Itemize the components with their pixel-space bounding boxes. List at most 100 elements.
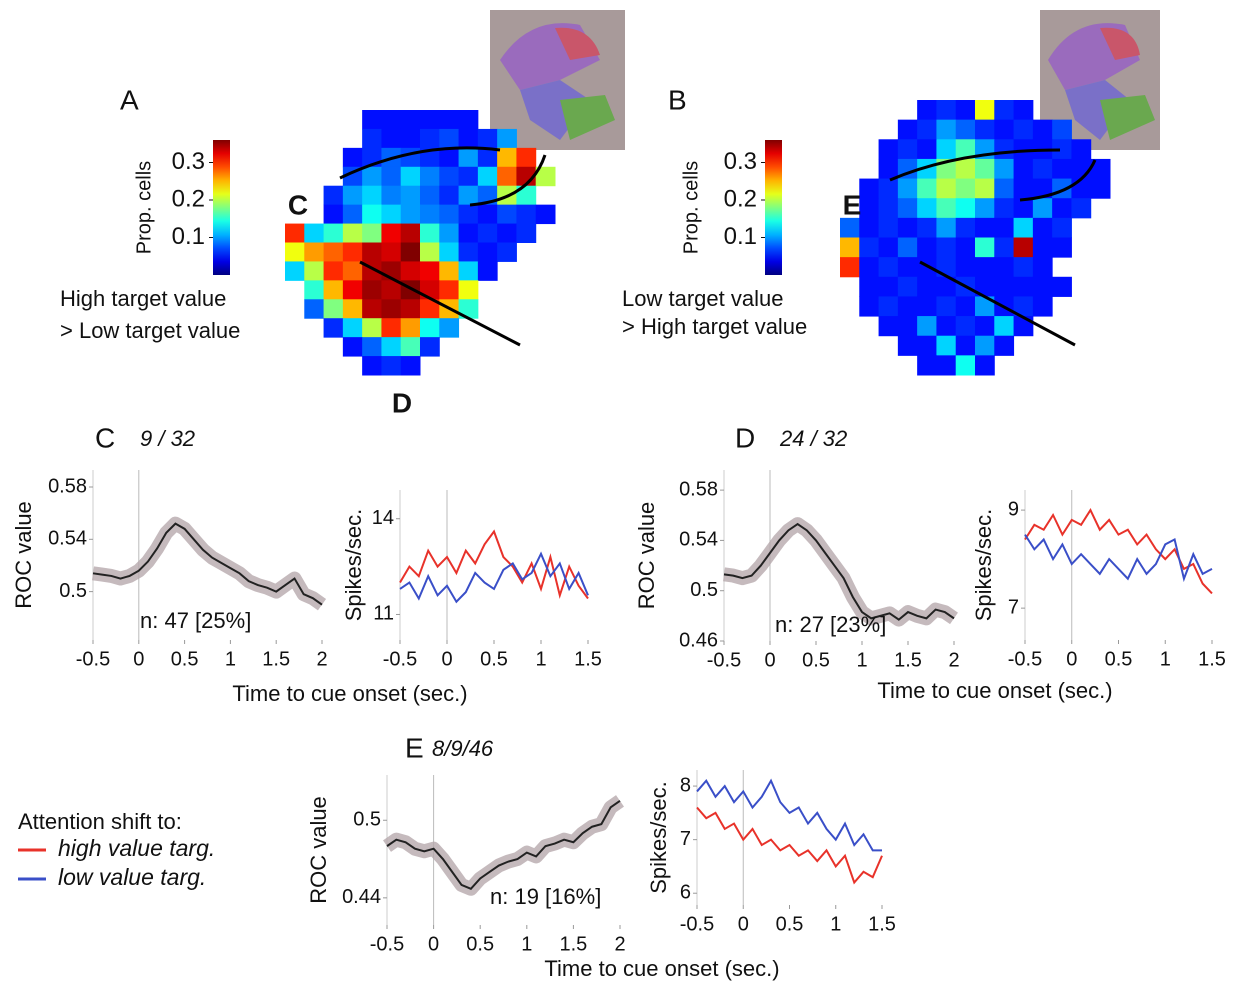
heat-cell	[381, 318, 402, 338]
heat-cell	[342, 204, 363, 225]
heat-cell	[878, 237, 899, 258]
heat-cell	[936, 355, 957, 376]
heat-cell	[304, 280, 325, 300]
x-tick-label: 1	[521, 933, 532, 955]
heat-cell	[975, 100, 995, 121]
region-boundary	[889, 148, 1061, 182]
heat-cell	[1013, 217, 1034, 238]
y-tick-label: 14	[372, 507, 394, 529]
x-tick-label: 0	[764, 649, 775, 671]
heat-cell	[323, 280, 344, 300]
heat-cell	[362, 110, 382, 130]
heat-cell	[936, 316, 957, 337]
x-tick-label: -0.5	[370, 933, 404, 955]
x-tick-label: 1	[225, 648, 236, 670]
legend-title: Attention shift to:	[18, 809, 182, 834]
heat-cell	[955, 158, 976, 180]
heat-cell	[955, 198, 976, 219]
heat-cell	[381, 110, 402, 130]
heat-cell	[975, 217, 995, 238]
heat-cell	[897, 237, 918, 258]
heat-cell	[955, 178, 976, 199]
x-tick-label: -0.5	[76, 648, 110, 670]
y-tick-label: 0.5	[353, 809, 381, 831]
heat-cell	[362, 242, 382, 262]
heat-cell	[381, 223, 402, 243]
heat-cell	[1090, 178, 1111, 199]
heat-cell	[975, 296, 995, 317]
x-tick-label: 2	[614, 933, 625, 955]
heat-cell	[362, 204, 382, 225]
heat-cell	[400, 242, 421, 262]
heat-cell	[516, 147, 537, 168]
heat-cell	[1052, 119, 1072, 140]
annotation: Low target value	[622, 286, 783, 311]
x-axis-label: Time to cue onset (sec.)	[877, 678, 1112, 703]
heat-cell	[458, 147, 479, 168]
annotation: n: 19 [16%]	[490, 884, 601, 909]
panel-label: B	[668, 84, 687, 115]
x-tick-label: 0.5	[171, 648, 199, 670]
heat-cell	[400, 223, 421, 243]
x-tick-label: 1	[1160, 648, 1171, 670]
heat-cell	[878, 316, 899, 337]
heat-cell	[458, 185, 479, 206]
heat-cell	[439, 110, 460, 130]
y-tick-label: 0.58	[48, 475, 87, 497]
heat-cell	[1032, 198, 1053, 219]
heat-cell	[936, 257, 957, 278]
heat-cell	[1052, 237, 1072, 258]
heat-cell	[975, 158, 995, 180]
heat-cell	[381, 356, 402, 376]
heat-cell	[420, 166, 440, 187]
heat-cell	[516, 185, 537, 206]
heat-cell	[439, 242, 460, 262]
annotation: > Low target value	[60, 318, 240, 343]
heat-cell	[955, 100, 976, 121]
heat-cell	[342, 185, 363, 206]
heat-cell	[897, 178, 918, 199]
series-line	[399, 551, 589, 604]
region-marker: E	[843, 189, 862, 220]
heat-cell	[936, 296, 957, 317]
heat-cell	[439, 166, 460, 187]
colorbar-tick-label: 0.3	[724, 148, 757, 175]
heat-cell	[897, 316, 918, 337]
heat-cell	[400, 204, 421, 225]
y-axis-label: Spikes/sec.	[341, 509, 366, 622]
y-tick-label: 0.54	[679, 529, 718, 551]
heat-cell	[878, 217, 899, 238]
heat-cell	[381, 166, 402, 187]
y-axis-label: ROC value	[634, 502, 659, 610]
heat-cell	[975, 276, 995, 297]
series-line	[696, 806, 883, 885]
heat-cell	[342, 337, 363, 357]
heat-cell	[1032, 217, 1053, 238]
heat-cell	[994, 217, 1015, 238]
heat-cell	[917, 335, 937, 356]
heat-cell	[497, 147, 517, 168]
heat-cell	[917, 139, 937, 160]
heat-cell	[936, 100, 957, 121]
heat-cell	[420, 128, 440, 149]
heat-cell	[400, 337, 421, 357]
error-band	[92, 516, 327, 611]
heat-cell	[458, 128, 479, 149]
heat-cell	[420, 185, 440, 206]
heat-cell	[420, 299, 440, 319]
heat-cell	[400, 147, 421, 168]
series-line	[92, 522, 323, 606]
panel-title: 9 / 32	[140, 426, 195, 451]
heat-cell	[975, 178, 995, 199]
heat-cell	[1032, 178, 1053, 199]
colorbar-label: Prop. cells	[133, 161, 155, 254]
heat-cell	[439, 223, 460, 243]
heat-cell	[1052, 217, 1072, 238]
heat-cell	[458, 204, 479, 225]
heat-cell	[362, 185, 382, 206]
heat-cell	[381, 242, 402, 262]
heat-cell	[420, 204, 440, 225]
y-axis-label: ROC value	[306, 796, 331, 904]
heat-cell	[955, 335, 976, 356]
